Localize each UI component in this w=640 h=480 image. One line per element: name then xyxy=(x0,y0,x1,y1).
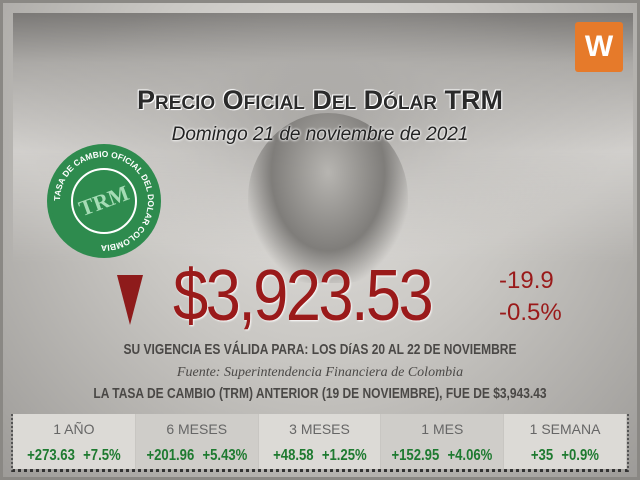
stat-1-year: 1 AÑO +273.63 +7.5% xyxy=(13,414,136,469)
stat-3-months: 3 MESES +48.58 +1.25% xyxy=(258,414,382,469)
trm-seal: TASA DE CAMBIO OFICIAL DEL DOLAR COLOMBI… xyxy=(51,148,157,254)
stat-period: 1 AÑO xyxy=(53,421,95,437)
stat-period: 1 MES xyxy=(421,421,464,437)
stat-change: +273.63 xyxy=(27,447,75,464)
change-stats: 1 AÑO +273.63 +7.5% 6 MESES +201.96 +5.43% 3… xyxy=(11,414,629,472)
rate-change-percent: -0.5% xyxy=(499,299,562,326)
stat-period: 3 MESES xyxy=(289,421,350,437)
stat-pct: +5.43% xyxy=(202,447,248,464)
stat-pct: +4.06% xyxy=(447,447,493,464)
stat-pct: +1.25% xyxy=(321,447,367,464)
logo[interactable]: W xyxy=(575,22,623,72)
stat-6-months: 6 MESES +201.96 +5.43% xyxy=(135,414,259,469)
seal-inner-ring xyxy=(71,168,137,234)
stat-pct: +7.5% xyxy=(83,447,121,464)
stat-period: 6 MESES xyxy=(166,421,228,437)
exchange-rate: $3,923.53 xyxy=(173,256,434,336)
stat-1-week: 1 SEMANA +35 +0.9% xyxy=(504,414,627,469)
date: Domingo 21 de noviembre de 2021 xyxy=(171,124,469,145)
stat-change: +152.95 xyxy=(391,447,440,464)
stat-change: +201.96 xyxy=(146,447,195,464)
banknote-portrait xyxy=(248,113,408,283)
down-arrow-icon xyxy=(117,275,143,325)
stat-change: +48.58 xyxy=(272,447,314,464)
stat-1-month: 1 MES +152.95 +4.06% xyxy=(381,414,505,469)
source-text: Fuente: Superintendencia Financiera de C… xyxy=(176,365,464,380)
previous-rate-text: LA TASA DE CAMBIO (TRM) ANTERIOR (19 DE … xyxy=(93,385,547,402)
validity-text: SU VIGENCIA ES VÁLIDA PARA: LOS DíAS 20 … xyxy=(123,341,517,358)
page-title: Precio Oficial Del Dólar TRM xyxy=(137,85,503,115)
stat-pct: +0.9% xyxy=(561,447,600,464)
stat-change: +35 xyxy=(531,447,554,464)
rate-change: -19.9 xyxy=(499,267,554,294)
stat-period: 1 SEMANA xyxy=(529,421,601,437)
